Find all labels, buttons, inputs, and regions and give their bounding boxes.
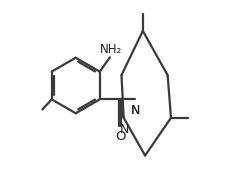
- Text: N: N: [120, 122, 129, 135]
- Text: N: N: [130, 104, 140, 117]
- Text: O: O: [115, 130, 125, 143]
- Text: NH₂: NH₂: [100, 43, 122, 56]
- Text: N: N: [130, 104, 140, 117]
